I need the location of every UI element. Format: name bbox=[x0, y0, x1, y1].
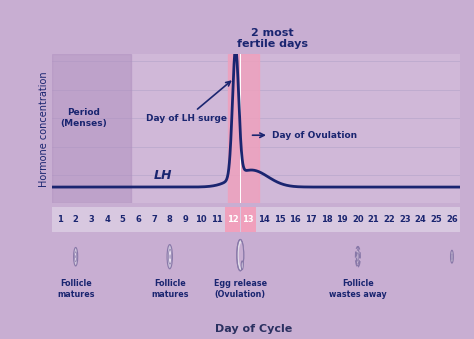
Bar bbox=[52, 54, 130, 203]
Text: 17: 17 bbox=[305, 215, 317, 224]
Circle shape bbox=[357, 253, 359, 261]
Text: 3: 3 bbox=[89, 215, 94, 224]
Text: 8: 8 bbox=[167, 215, 173, 224]
Text: Day of Cycle: Day of Cycle bbox=[215, 324, 292, 334]
Text: 9: 9 bbox=[182, 215, 188, 224]
Text: 21: 21 bbox=[368, 215, 379, 224]
Text: 1: 1 bbox=[57, 215, 63, 224]
Text: 16: 16 bbox=[289, 215, 301, 224]
Text: 4: 4 bbox=[104, 215, 110, 224]
Circle shape bbox=[239, 243, 244, 267]
Bar bbox=[225, 207, 240, 232]
Circle shape bbox=[450, 250, 453, 263]
Text: 12: 12 bbox=[227, 215, 238, 224]
Circle shape bbox=[73, 247, 78, 266]
Text: 23: 23 bbox=[399, 215, 410, 224]
Text: 14: 14 bbox=[258, 215, 270, 224]
Text: 2: 2 bbox=[73, 215, 79, 224]
Text: Day of LH surge: Day of LH surge bbox=[146, 81, 230, 123]
Text: 20: 20 bbox=[352, 215, 364, 224]
Text: 18: 18 bbox=[321, 215, 332, 224]
Text: Egg release
(Ovulation): Egg release (Ovulation) bbox=[214, 279, 267, 299]
Circle shape bbox=[170, 254, 171, 259]
Circle shape bbox=[75, 255, 76, 258]
Text: 15: 15 bbox=[273, 215, 285, 224]
Circle shape bbox=[167, 245, 173, 269]
Text: 10: 10 bbox=[195, 215, 207, 224]
Text: 2 most
fertile days: 2 most fertile days bbox=[237, 27, 308, 49]
Text: LH: LH bbox=[154, 169, 173, 182]
Circle shape bbox=[168, 250, 172, 264]
Text: 22: 22 bbox=[383, 215, 395, 224]
Text: 7: 7 bbox=[151, 215, 157, 224]
Circle shape bbox=[237, 239, 244, 271]
Text: Day of Ovulation: Day of Ovulation bbox=[253, 131, 357, 140]
Text: 5: 5 bbox=[120, 215, 126, 224]
Text: 25: 25 bbox=[430, 215, 442, 224]
Bar bbox=[228, 54, 259, 203]
Text: 24: 24 bbox=[415, 215, 427, 224]
Text: Follicle
matures: Follicle matures bbox=[151, 279, 189, 299]
Text: Follicle
matures: Follicle matures bbox=[57, 279, 94, 299]
Text: 26: 26 bbox=[446, 215, 458, 224]
Text: 13: 13 bbox=[242, 215, 254, 224]
Text: 6: 6 bbox=[136, 215, 141, 224]
Circle shape bbox=[241, 261, 243, 270]
Circle shape bbox=[451, 254, 453, 260]
Text: 19: 19 bbox=[337, 215, 348, 224]
Y-axis label: Hormone concentration: Hormone concentration bbox=[39, 71, 49, 187]
Bar bbox=[241, 207, 255, 232]
Text: Period
(Menses): Period (Menses) bbox=[60, 108, 107, 128]
Text: Follicle
wastes away: Follicle wastes away bbox=[329, 279, 387, 299]
Text: 11: 11 bbox=[211, 215, 223, 224]
Circle shape bbox=[356, 250, 359, 264]
Circle shape bbox=[74, 252, 77, 261]
